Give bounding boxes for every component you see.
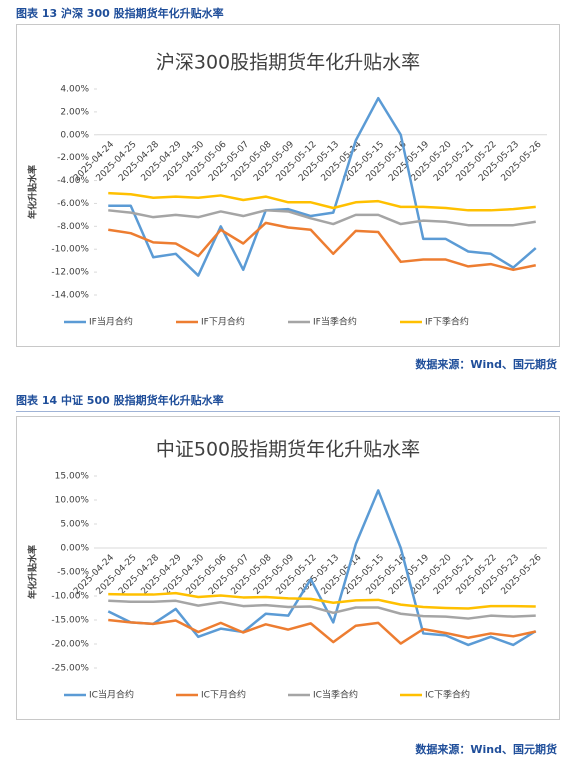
legend-label: IF下月合约 [201, 316, 245, 328]
legend-label: IC当月合约 [89, 689, 134, 701]
y-tick-label: -4.00% [57, 176, 89, 186]
series-line [108, 191, 536, 212]
y-tick-label: -10.00% [51, 245, 89, 255]
series-line [108, 209, 536, 227]
y-tick-label: -20.00% [51, 640, 89, 650]
legend-label: IC下月合约 [201, 689, 246, 701]
legend-label: IF下季合约 [425, 316, 469, 328]
chart-title: 沪深300股指期货年化升贴水率 [156, 52, 420, 74]
series-line [108, 591, 536, 610]
y-tick-label: 4.00% [60, 85, 89, 95]
y-tick-label: -5.00% [57, 568, 89, 578]
y-tick-label: -2.00% [57, 153, 89, 163]
caption: 图表 14 中证 500 股指期货年化升贴水率 [16, 392, 560, 412]
y-tick-label: -14.00% [51, 291, 89, 301]
series-line [108, 599, 536, 620]
series-line [108, 221, 536, 272]
y-tick-label: 5.00% [60, 520, 89, 530]
source: 数据来源：Wind、国元期货 [415, 358, 557, 371]
legend-label: IF当月合约 [89, 316, 133, 328]
y-tick-label: 0.00% [60, 130, 89, 140]
y-tick-label: -10.00% [51, 592, 89, 602]
y-tick-label: 15.00% [55, 472, 90, 482]
caption: 图表 13 沪深 300 股指期货年化升贴水率 [16, 5, 560, 25]
legend-label: IF当季合约 [313, 316, 357, 328]
series-line [108, 618, 537, 645]
legend-label: IC下季合约 [425, 689, 470, 701]
y-tick-label: -15.00% [51, 616, 89, 626]
chart-title: 中证500股指期货年化升贴水率 [156, 439, 420, 461]
y-tick-label: 0.00% [60, 544, 89, 554]
y-tick-label: -25.00% [51, 664, 89, 674]
y-tick-label: -12.00% [51, 268, 89, 278]
y-tick-label: 2.00% [60, 107, 89, 117]
y-tick-label: -6.00% [57, 199, 89, 209]
source: 数据来源：Wind、国元期货 [415, 743, 557, 756]
y-tick-label: 10.00% [55, 496, 90, 506]
y-axis-label: 年化升贴水率 [27, 545, 39, 599]
y-tick-label: -8.00% [57, 222, 89, 232]
series-line [108, 96, 537, 277]
y-axis-label: 年化升贴水率 [27, 165, 39, 219]
legend-label: IC当季合约 [313, 689, 358, 701]
